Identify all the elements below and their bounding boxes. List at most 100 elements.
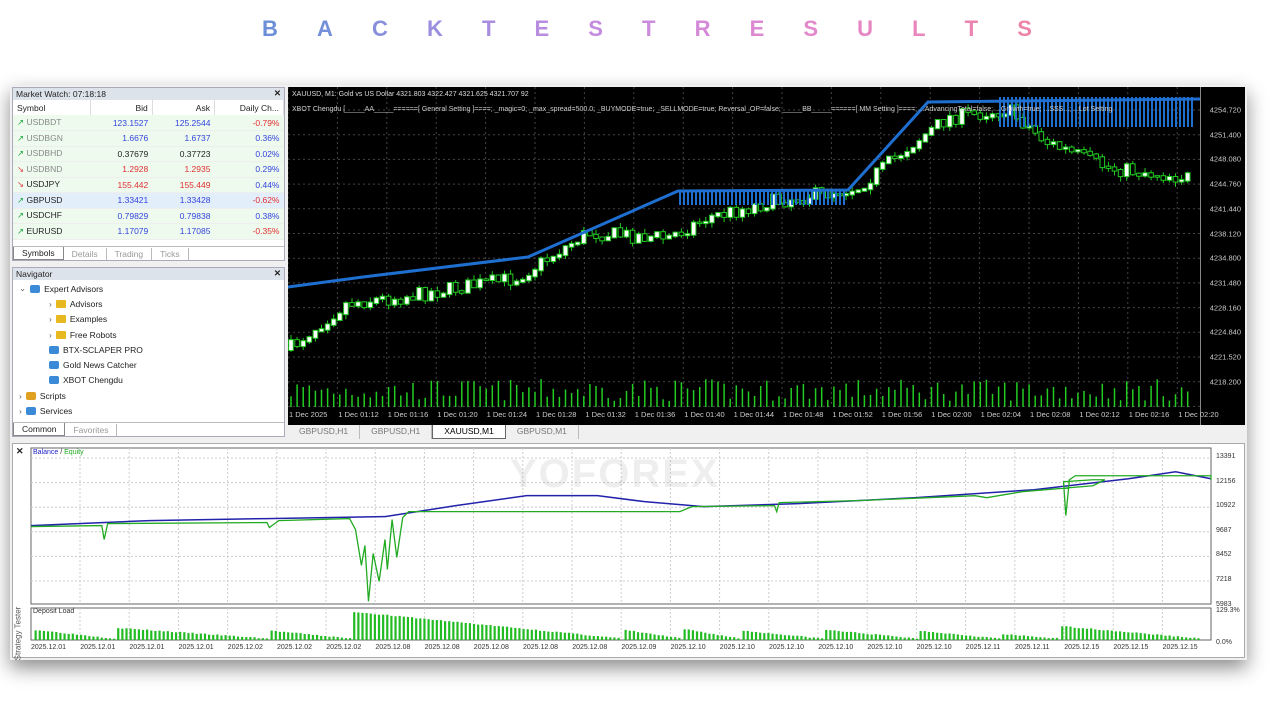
deposit-load-bar	[1018, 635, 1021, 640]
deposit-load-bar	[1006, 634, 1009, 640]
deposit-load-bar	[514, 627, 517, 640]
tab-favorites[interactable]: Favorites	[65, 423, 118, 436]
date-label: 2025.12.15	[1162, 644, 1198, 651]
navigator-item[interactable]: XBOT Chengdu	[19, 373, 278, 388]
candle	[678, 231, 685, 237]
deposit-load-bar	[485, 625, 488, 640]
expand-icon[interactable]: ›	[49, 314, 52, 325]
deposit-load-bar	[704, 632, 707, 640]
deposit-load-bar	[216, 634, 219, 640]
balance-axis-label: 8452	[1216, 551, 1232, 559]
close-icon[interactable]: ✕	[273, 268, 281, 278]
chart-tab[interactable]: GBPUSD,M1	[506, 425, 579, 439]
navigator-item[interactable]: BTX-SCLAPER PRO	[19, 342, 278, 357]
symbol-row[interactable]: ↗ USDBHD 0.37679 0.37723 0.02%	[13, 146, 284, 162]
symbol-row[interactable]: ↘ USDBND 1.2928 1.2935 0.29%	[13, 161, 284, 178]
deposit-load-bar	[775, 634, 778, 640]
symbol-row[interactable]: ↗ USDCHF 0.79829 0.79838 0.38%	[13, 208, 284, 224]
tab-common[interactable]: Common	[13, 423, 66, 436]
deposit-load-bar	[923, 631, 926, 640]
candle	[666, 234, 672, 240]
tab-trading[interactable]: Trading	[107, 247, 153, 260]
expand-icon[interactable]: ›	[49, 298, 52, 309]
deposit-load-bar	[724, 636, 728, 640]
candle	[446, 281, 453, 296]
symbol-name: GBPUSD	[26, 194, 63, 205]
column-header[interactable]: Daily Ch...	[214, 100, 285, 115]
navigator-item-label: Free Robots	[69, 329, 117, 340]
time-label: 1 Dec 02:20	[1178, 410, 1219, 419]
candle	[1111, 166, 1118, 172]
navigator-item[interactable]: › Examples	[19, 312, 278, 327]
candle	[312, 329, 319, 339]
deposit-load-bar	[79, 634, 83, 640]
deposit-load-bar	[1065, 626, 1068, 640]
deposit-load-bar	[386, 614, 389, 640]
navigator-item[interactable]: › Scripts	[19, 388, 278, 403]
navigator-item-label: BTX-SCLAPER PRO	[63, 344, 143, 355]
symbol-row[interactable]: ↗ USDBGN 1.6676 1.6737 0.36%	[13, 130, 284, 147]
price-label: 4234.800	[1209, 253, 1241, 263]
symbol-row[interactable]: ↗ GBPUSD 1.33421 1.33428 -0.62%	[13, 192, 284, 209]
candle	[385, 295, 392, 306]
close-icon[interactable]: ✕	[16, 446, 24, 456]
navigator-item[interactable]: › Free Robots	[19, 327, 278, 342]
deposit-load-bar	[808, 637, 811, 640]
deposit-load-bar	[609, 637, 612, 640]
symbol-name: USDBGN	[26, 132, 63, 143]
expand-icon[interactable]: ⌄	[19, 283, 27, 294]
candle	[495, 274, 502, 283]
column-header[interactable]: Ask	[152, 100, 215, 115]
column-header[interactable]: Symbol	[13, 100, 91, 115]
symbol-row[interactable]: ↗ USDBDT 123.1527 125.2544 -0.79%	[13, 115, 284, 131]
deposit-load-bar	[278, 631, 281, 640]
navigator-item[interactable]: ⌄ Expert Advisors	[19, 281, 278, 296]
expand-icon[interactable]: ›	[49, 329, 52, 340]
deposit-load-bar	[940, 633, 943, 640]
navigator-item[interactable]: › Advisors	[19, 296, 278, 311]
deposit-load-bar	[228, 635, 231, 640]
deposit-load-bar	[1102, 630, 1105, 640]
candle	[965, 108, 971, 113]
arrow-up-icon: ↗	[17, 225, 27, 236]
close-icon[interactable]: ✕	[273, 88, 281, 98]
deposit-load-bar	[88, 636, 91, 640]
deposit-load-bar	[936, 632, 939, 640]
column-header[interactable]: Bid	[90, 100, 153, 115]
expand-icon[interactable]: ›	[19, 406, 22, 417]
chart-tab[interactable]: GBPUSD,H1	[360, 425, 433, 439]
chart-tab[interactable]: XAUUSD,M1	[432, 425, 506, 439]
symbol-row[interactable]: ↘ USDJPY 155.442 155.449 0.44%	[13, 177, 284, 193]
title-letter: T	[642, 16, 656, 41]
deposit-load-bar	[203, 633, 207, 640]
arrow-up-icon: ↗	[17, 132, 27, 143]
candle	[452, 281, 459, 293]
deposit-load-bar	[1127, 632, 1130, 640]
deposit-load-bar	[1197, 638, 1200, 640]
deposit-load-bar	[903, 637, 906, 640]
deposit-load-bar	[299, 633, 302, 640]
navigator-item[interactable]: › Services	[19, 403, 278, 418]
candle	[727, 206, 733, 218]
tab-details[interactable]: Details	[64, 247, 107, 260]
candle	[1050, 141, 1057, 146]
navigator-item[interactable]: Gold News Catcher	[19, 357, 278, 372]
deposit-load-bar	[854, 632, 857, 640]
tab-ticks[interactable]: Ticks	[152, 247, 189, 260]
deposit-load-bar	[572, 633, 575, 640]
price-chart[interactable]: XAUUSD, M1: Gold vs US Dollar 4321.803 4…	[288, 87, 1245, 425]
chart-tab[interactable]: GBPUSD,H1	[288, 425, 361, 439]
tab-symbols[interactable]: Symbols	[13, 247, 64, 260]
deposit-load-bar	[265, 638, 269, 640]
candle	[867, 182, 874, 191]
title-letter: S	[588, 16, 603, 41]
candle	[745, 208, 752, 215]
symbol-row[interactable]: ↗ EURUSD 1.17079 1.17085 -0.35%	[13, 223, 284, 240]
candle	[1136, 172, 1142, 177]
deposit-load-bar	[596, 636, 600, 640]
arrow-up-icon: ↗	[17, 210, 27, 221]
expand-icon[interactable]: ›	[19, 390, 22, 401]
candle	[507, 273, 514, 286]
symbol-name: USDCHF	[26, 210, 62, 221]
